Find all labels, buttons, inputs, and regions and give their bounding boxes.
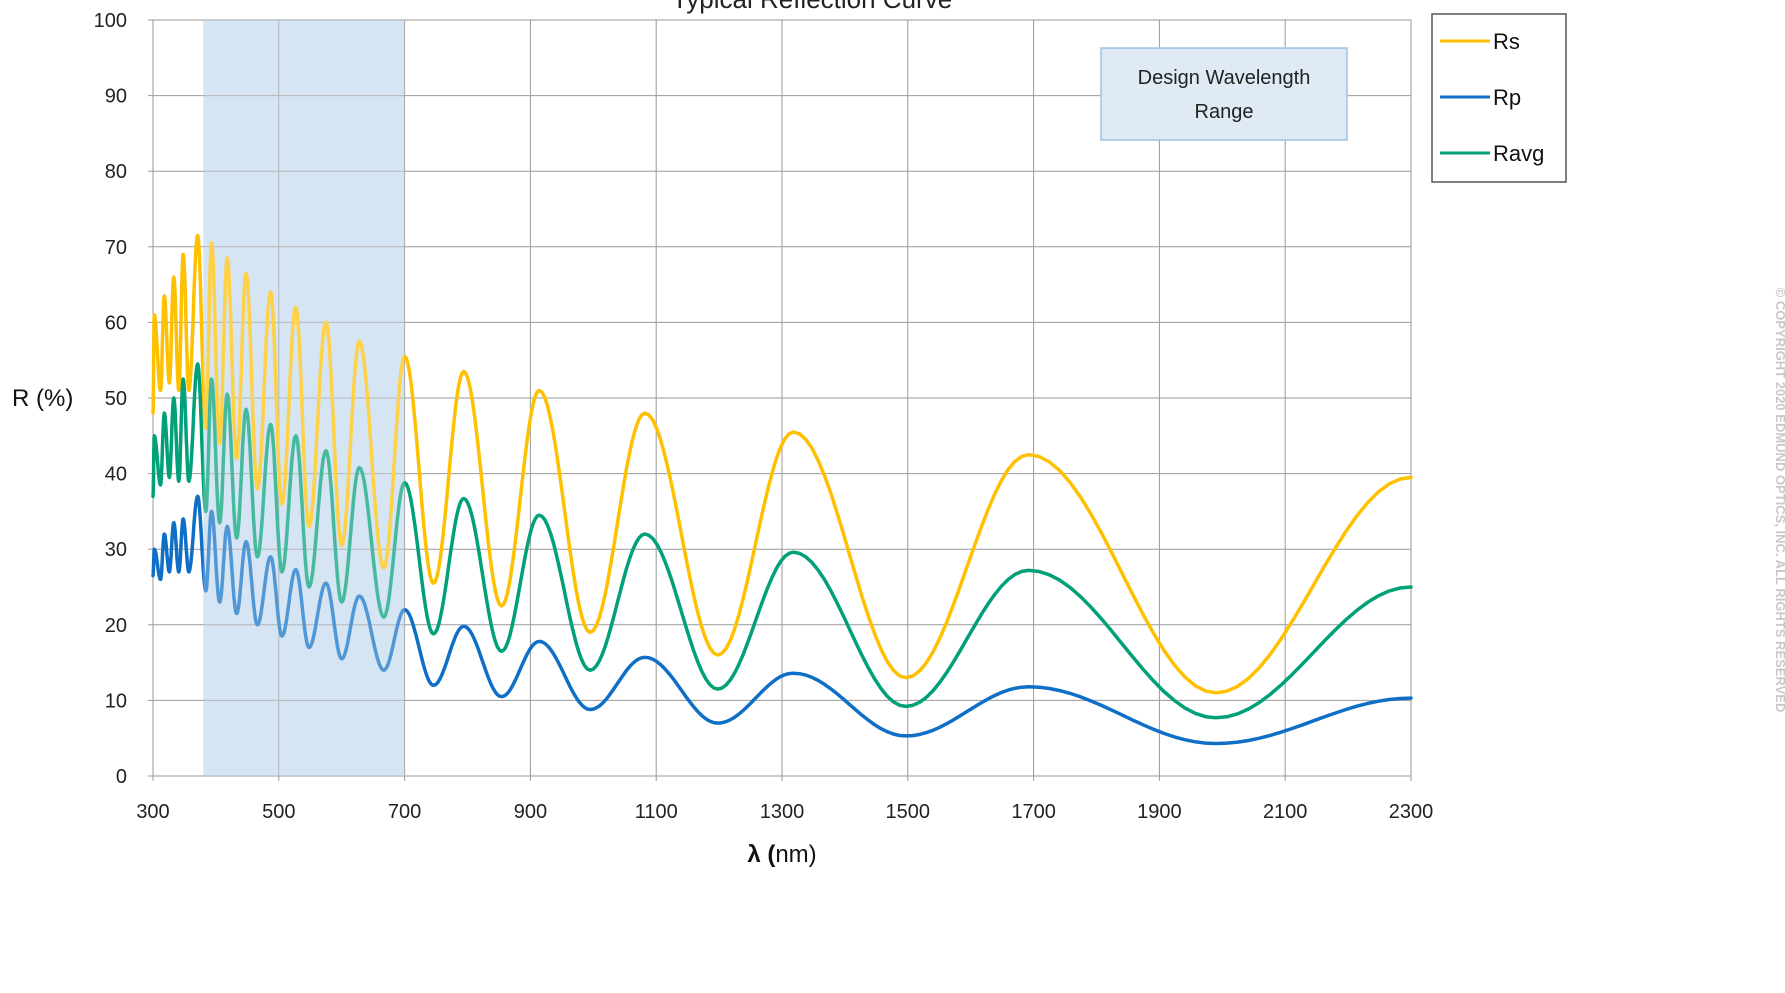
axis-ticks: 300 500 700 900 1100 1300 1500 1700 1900 2100 2300… (94, 10, 1434, 823)
legend: Rs Rp Ravg (1431, 13, 1567, 183)
y-tick-label: 70 (105, 237, 127, 259)
y-tick-label: 50 (105, 388, 127, 410)
x-tick-label: 1100 (635, 801, 678, 823)
x-axis-label-unit: nm) (775, 841, 816, 868)
legend-label-ravg: Ravg (1493, 141, 1544, 166)
x-tick-label: 300 (136, 801, 169, 823)
x-tick-label: 700 (388, 801, 421, 823)
chart-title: Typical Reflection Curve (672, 0, 952, 14)
x-tick-label: 1300 (760, 801, 805, 823)
series-line-rs (151, 233, 1413, 695)
y-tick-label: 0 (116, 766, 127, 788)
series-lines (151, 20, 1413, 776)
y-tick-label: 20 (105, 615, 127, 637)
x-tick-label: 900 (514, 801, 547, 823)
annotation-line-1: Design Wavelength (1138, 67, 1311, 89)
design-band-overlay (203, 20, 405, 776)
series-line-rp (151, 494, 1413, 746)
copyright-watermark: © COPYRIGHT 2020 EDMUND OPTICS, INC. ALL… (1773, 288, 1785, 713)
y-axis-label: R (%) (12, 385, 73, 412)
x-tick-label: 1500 (886, 801, 931, 823)
x-tick-label: 1700 (1011, 801, 1056, 823)
y-tick-label: 10 (105, 690, 127, 712)
y-tick-label: 40 (105, 464, 127, 486)
annotation-line-2: Range (1195, 101, 1254, 123)
x-tick-label: 2100 (1263, 801, 1308, 823)
legend-label-rp: Rp (1493, 85, 1521, 110)
x-tick-label: 2300 (1389, 801, 1434, 823)
y-tick-label: 30 (105, 539, 127, 561)
design-wavelength-annotation: Design Wavelength Range (1100, 47, 1348, 141)
y-tick-label: 90 (105, 86, 127, 108)
legend-label-rs: Rs (1493, 29, 1520, 54)
series-line-ravg (151, 362, 1413, 720)
x-tick-label: 1900 (1137, 801, 1182, 823)
y-tick-label: 80 (105, 161, 127, 183)
y-tick-label: 100 (94, 10, 127, 32)
x-axis-label-symbol: λ ( (747, 841, 775, 868)
y-tick-label: 60 (105, 312, 127, 334)
x-tick-label: 500 (262, 801, 295, 823)
x-axis-label: λ (nm) (747, 841, 816, 868)
